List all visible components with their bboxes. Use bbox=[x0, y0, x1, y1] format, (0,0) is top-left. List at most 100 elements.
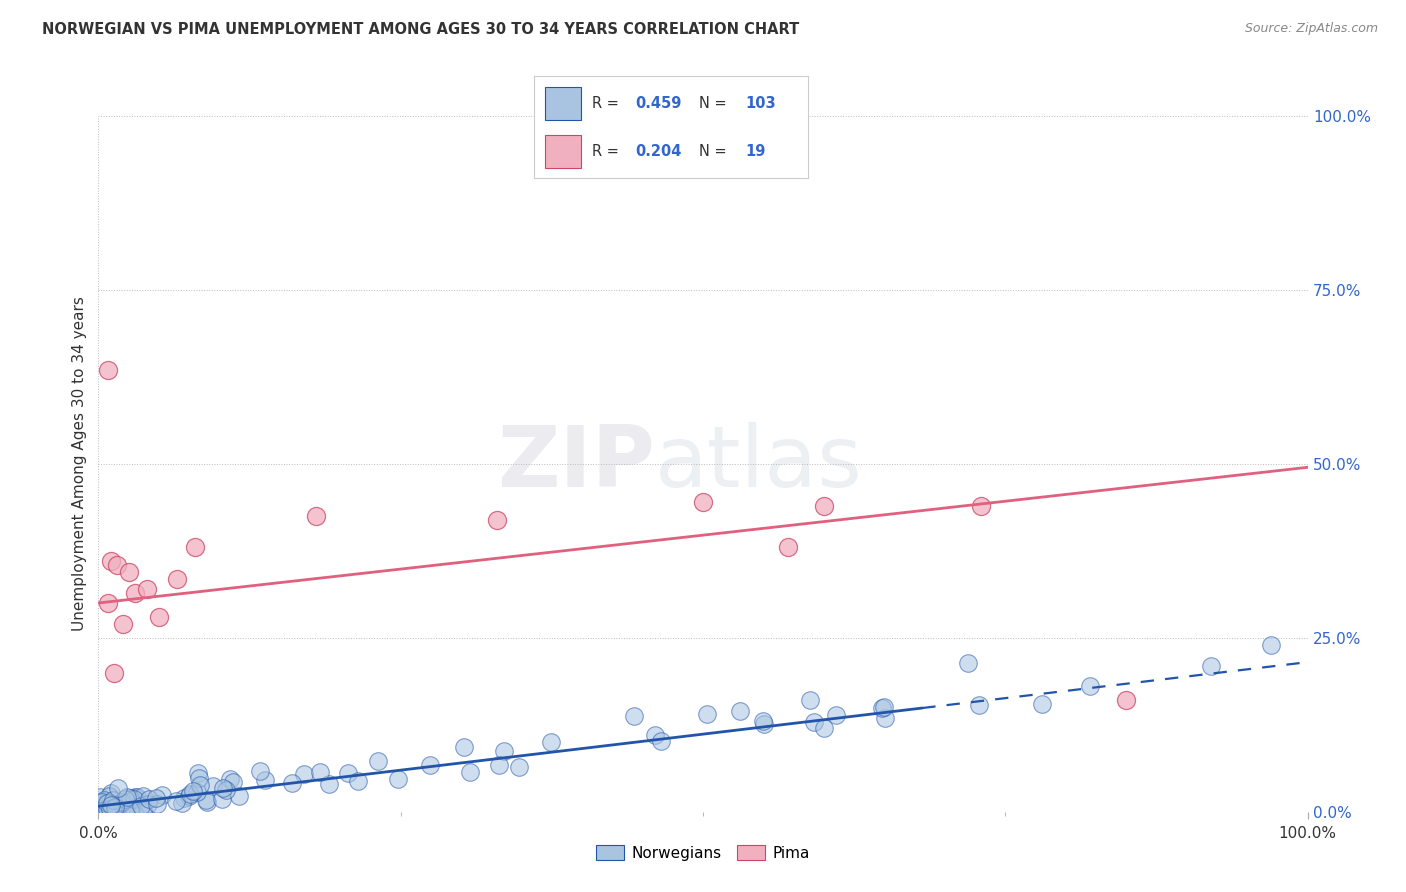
Point bbox=[97, 596, 120, 610]
Point bbox=[89, 797, 111, 812]
Point bbox=[486, 512, 509, 526]
Point bbox=[135, 582, 157, 596]
Point bbox=[118, 565, 141, 579]
Point bbox=[508, 760, 530, 774]
Point bbox=[125, 789, 148, 804]
Point bbox=[294, 766, 316, 780]
Point bbox=[172, 797, 194, 811]
Point bbox=[100, 804, 122, 818]
Point bbox=[131, 789, 153, 803]
Point bbox=[1260, 638, 1282, 652]
Point bbox=[120, 803, 142, 817]
Point bbox=[103, 802, 125, 816]
Point bbox=[148, 610, 170, 624]
Point bbox=[460, 764, 482, 779]
Point bbox=[105, 558, 128, 572]
Point bbox=[215, 783, 238, 797]
Point bbox=[799, 693, 821, 707]
Text: R =: R = bbox=[592, 96, 623, 111]
Point bbox=[211, 780, 233, 795]
Point bbox=[103, 665, 125, 680]
Point bbox=[870, 700, 893, 714]
Point bbox=[318, 777, 340, 791]
Text: R =: R = bbox=[592, 145, 623, 160]
Point bbox=[110, 795, 132, 809]
Point bbox=[165, 794, 187, 808]
Point bbox=[91, 800, 114, 814]
Point bbox=[124, 804, 146, 818]
Point bbox=[873, 700, 896, 714]
Point bbox=[367, 755, 389, 769]
Point bbox=[776, 541, 799, 555]
Point bbox=[100, 786, 122, 800]
Point bbox=[166, 572, 188, 586]
Point bbox=[100, 554, 122, 568]
Point bbox=[101, 793, 124, 807]
Point bbox=[145, 790, 167, 805]
Point bbox=[111, 795, 134, 809]
Text: 103: 103 bbox=[745, 96, 776, 111]
Point bbox=[124, 792, 146, 806]
Point bbox=[347, 774, 370, 789]
Point bbox=[138, 791, 160, 805]
Point bbox=[136, 797, 159, 812]
Point bbox=[104, 800, 127, 814]
Point bbox=[488, 757, 510, 772]
Point bbox=[118, 803, 141, 817]
Point bbox=[219, 772, 242, 786]
Point bbox=[540, 734, 562, 748]
Text: 0.204: 0.204 bbox=[636, 145, 682, 160]
Point bbox=[308, 764, 330, 779]
Point bbox=[387, 772, 409, 786]
Point bbox=[650, 734, 672, 748]
Point bbox=[179, 787, 201, 801]
Point bbox=[305, 508, 328, 523]
Point bbox=[803, 714, 825, 729]
Point bbox=[186, 785, 208, 799]
Bar bbox=[546, 136, 581, 168]
Point bbox=[96, 801, 118, 815]
Point bbox=[177, 789, 200, 803]
Point bbox=[111, 616, 134, 631]
Point bbox=[97, 802, 120, 816]
Point bbox=[90, 802, 112, 816]
Point bbox=[222, 775, 245, 789]
Point bbox=[692, 495, 714, 509]
Text: N =: N = bbox=[699, 145, 731, 160]
Point bbox=[728, 704, 751, 718]
Point bbox=[1115, 693, 1137, 707]
Text: ZIP: ZIP bbox=[496, 422, 655, 506]
Point bbox=[107, 781, 129, 796]
Point bbox=[124, 585, 146, 599]
Point bbox=[1031, 697, 1053, 711]
Point bbox=[93, 793, 115, 807]
Point bbox=[93, 804, 115, 818]
Y-axis label: Unemployment Among Ages 30 to 34 years: Unemployment Among Ages 30 to 34 years bbox=[72, 296, 87, 632]
Point bbox=[228, 789, 250, 803]
Text: N =: N = bbox=[699, 96, 731, 111]
Point bbox=[253, 773, 276, 788]
Point bbox=[90, 795, 112, 809]
Point bbox=[115, 790, 138, 805]
Point bbox=[201, 779, 224, 793]
Point bbox=[752, 714, 775, 729]
Point bbox=[813, 721, 835, 735]
Point bbox=[453, 739, 475, 754]
Point bbox=[121, 800, 143, 814]
Point bbox=[187, 765, 209, 780]
Point bbox=[956, 656, 979, 670]
Point bbox=[96, 803, 118, 817]
Point bbox=[93, 803, 115, 817]
Point bbox=[970, 499, 993, 513]
Point bbox=[188, 778, 211, 792]
Point bbox=[696, 706, 718, 721]
Point bbox=[124, 789, 146, 804]
Point bbox=[129, 799, 152, 814]
Text: atlas: atlas bbox=[655, 422, 863, 506]
Point bbox=[101, 802, 124, 816]
Point bbox=[875, 711, 897, 725]
Point bbox=[118, 790, 141, 805]
Point bbox=[89, 798, 111, 813]
Point bbox=[337, 766, 360, 780]
Point bbox=[195, 795, 218, 809]
